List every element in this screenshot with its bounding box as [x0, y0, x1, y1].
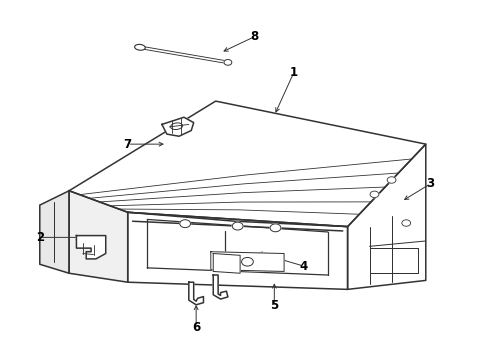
Circle shape [387, 177, 396, 183]
Polygon shape [162, 117, 194, 136]
Polygon shape [211, 252, 284, 271]
Polygon shape [76, 235, 106, 259]
Polygon shape [128, 212, 347, 289]
Circle shape [180, 220, 191, 228]
Polygon shape [213, 275, 228, 299]
Text: 2: 2 [36, 231, 44, 244]
Polygon shape [69, 191, 128, 282]
Polygon shape [189, 282, 203, 305]
Polygon shape [69, 101, 426, 226]
Circle shape [232, 222, 243, 230]
Text: 6: 6 [192, 320, 200, 333]
Circle shape [242, 257, 253, 266]
Polygon shape [40, 191, 69, 273]
Polygon shape [347, 144, 426, 289]
Text: 4: 4 [299, 260, 308, 273]
Text: 3: 3 [427, 177, 435, 190]
Polygon shape [213, 253, 240, 273]
Circle shape [270, 224, 281, 232]
Text: 8: 8 [251, 30, 259, 43]
Text: 7: 7 [123, 138, 132, 150]
Circle shape [402, 220, 411, 226]
Text: 1: 1 [290, 66, 298, 79]
Text: 5: 5 [270, 299, 278, 312]
Circle shape [370, 191, 379, 198]
Ellipse shape [135, 44, 145, 50]
Circle shape [224, 59, 232, 65]
